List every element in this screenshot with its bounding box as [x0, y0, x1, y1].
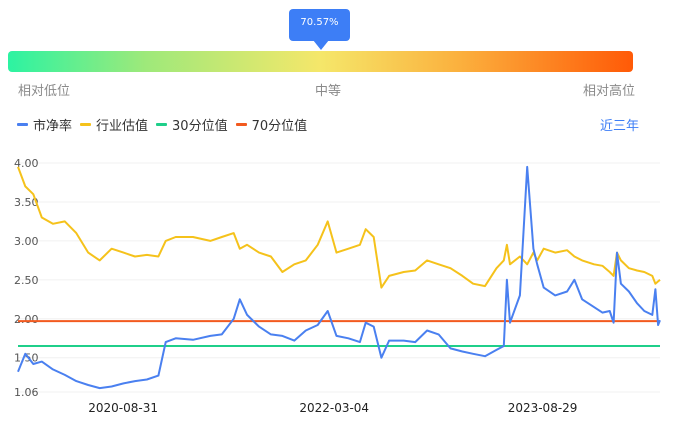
- y-axis-ticks: 4.003.503.002.502.001.501.06: [14, 157, 39, 399]
- series-line: [17, 166, 661, 289]
- reference-lines: [18, 320, 660, 348]
- series-line: [17, 165, 661, 390]
- pb-line-chart: 4.003.503.002.502.001.501.06 2020-08-31 2…: [14, 157, 661, 415]
- legend-swatch-p30: [156, 122, 168, 126]
- legend-label-p70: 70分位值: [251, 118, 308, 134]
- legend-item-p30[interactable]: 30分位值: [156, 115, 228, 134]
- y-tick-label: 1.06: [14, 386, 39, 399]
- y-tick-label: 2.00: [14, 313, 39, 326]
- legend-item-pb[interactable]: 市净率: [17, 115, 72, 134]
- x-tick-label: 2022-03-04: [299, 401, 369, 415]
- gauge-low-label: 相对低位: [18, 84, 71, 99]
- range-selector-3y[interactable]: 近三年: [600, 119, 640, 134]
- y-tick-label: 2.50: [14, 274, 39, 287]
- x-tick-label: 2020-08-31: [88, 401, 158, 415]
- y-tick-label: 4.00: [14, 157, 39, 170]
- legend-label-pb: 市净率: [33, 118, 73, 134]
- legend-swatch-industry: [80, 122, 92, 126]
- legend-label-p30: 30分位值: [172, 118, 228, 134]
- gauge-high-label: 相对高位: [583, 84, 636, 99]
- y-tick-label: 3.50: [14, 196, 39, 209]
- x-axis-ticks: 2020-08-31 2022-03-04 2023-08-29: [88, 401, 577, 415]
- chart-legend: 市净率 行业估值 30分位值 70分位值: [17, 114, 315, 134]
- gauge-mid-label: 中等: [315, 84, 342, 99]
- legend-label-industry: 行业估值: [96, 118, 149, 134]
- percentile-gradient-bar: [8, 51, 633, 72]
- legend-item-p70[interactable]: 70分位值: [235, 115, 308, 134]
- percentile-gauge: 70.57% 相对低位 中等 相对高位: [0, 0, 686, 110]
- legend-item-industry[interactable]: 行业估值: [80, 115, 148, 134]
- y-tick-label: 3.00: [14, 235, 39, 248]
- percentile-value: 70.57%: [300, 17, 339, 28]
- legend-swatch-p70: [235, 122, 247, 126]
- percentile-tooltip: 70.57%: [289, 9, 350, 50]
- legend-swatch-pb: [17, 122, 28, 126]
- series-lines: [17, 165, 661, 390]
- chart-grid: [18, 162, 660, 393]
- x-tick-label: 2023-08-29: [508, 401, 578, 415]
